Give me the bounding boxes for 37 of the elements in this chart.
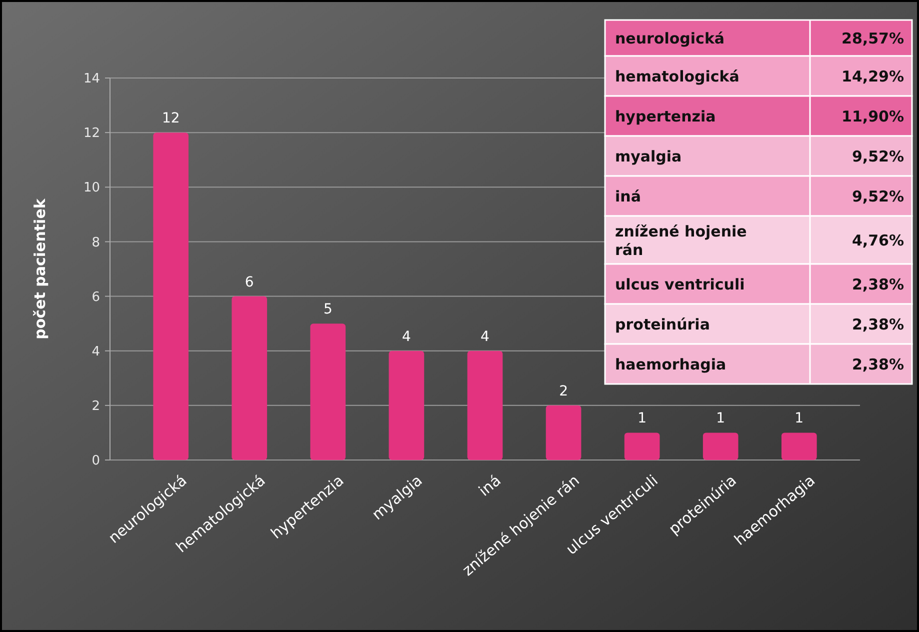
text: 4,76% [852,231,904,250]
y-tick-label: 12 [83,126,100,142]
data-label: 1 [638,410,647,427]
text: 28,57% [842,29,904,48]
y-tick-label: 8 [92,235,100,250]
text: 9,52% [852,187,904,206]
y-tick-label: 2 [92,398,100,414]
data-label: 5 [323,302,332,318]
data-label: 12 [162,110,180,127]
data-label: 4 [480,328,490,345]
text: 11,90% [842,107,904,126]
text: 14,29% [842,67,904,86]
y-tick-label: 4 [92,344,100,360]
y-tick-label: 10 [83,180,100,196]
category-label: neurologická [615,29,725,48]
data-label: 4 [402,328,412,345]
category-label: znížené hojenie rán [615,222,747,259]
category-label: proteinúria [615,315,710,334]
category-label: myalgia [615,147,682,166]
category-label: ulcus ventriculi [615,275,745,294]
x-tick-label: iná [475,471,504,500]
category-label: haemorhagia [615,355,726,374]
data-label: 1 [716,410,726,427]
data-label: 2 [559,383,568,400]
text: 2,38% [852,275,904,294]
text: 2,38% [852,355,904,374]
y-axis-title: počet pacientiek [31,198,49,340]
text: 2,38% [852,315,904,334]
data-label: 1 [794,410,804,427]
y-tick-label: 14 [83,72,100,87]
y-tick-label: 0 [92,454,100,469]
text: 9,52% [852,147,904,166]
category-label: iná [615,187,641,206]
category-label: hypertenzia [615,107,716,126]
data-label: 6 [244,274,254,290]
y-tick-label: 6 [92,290,100,305]
category-label: hematologická [615,67,740,86]
